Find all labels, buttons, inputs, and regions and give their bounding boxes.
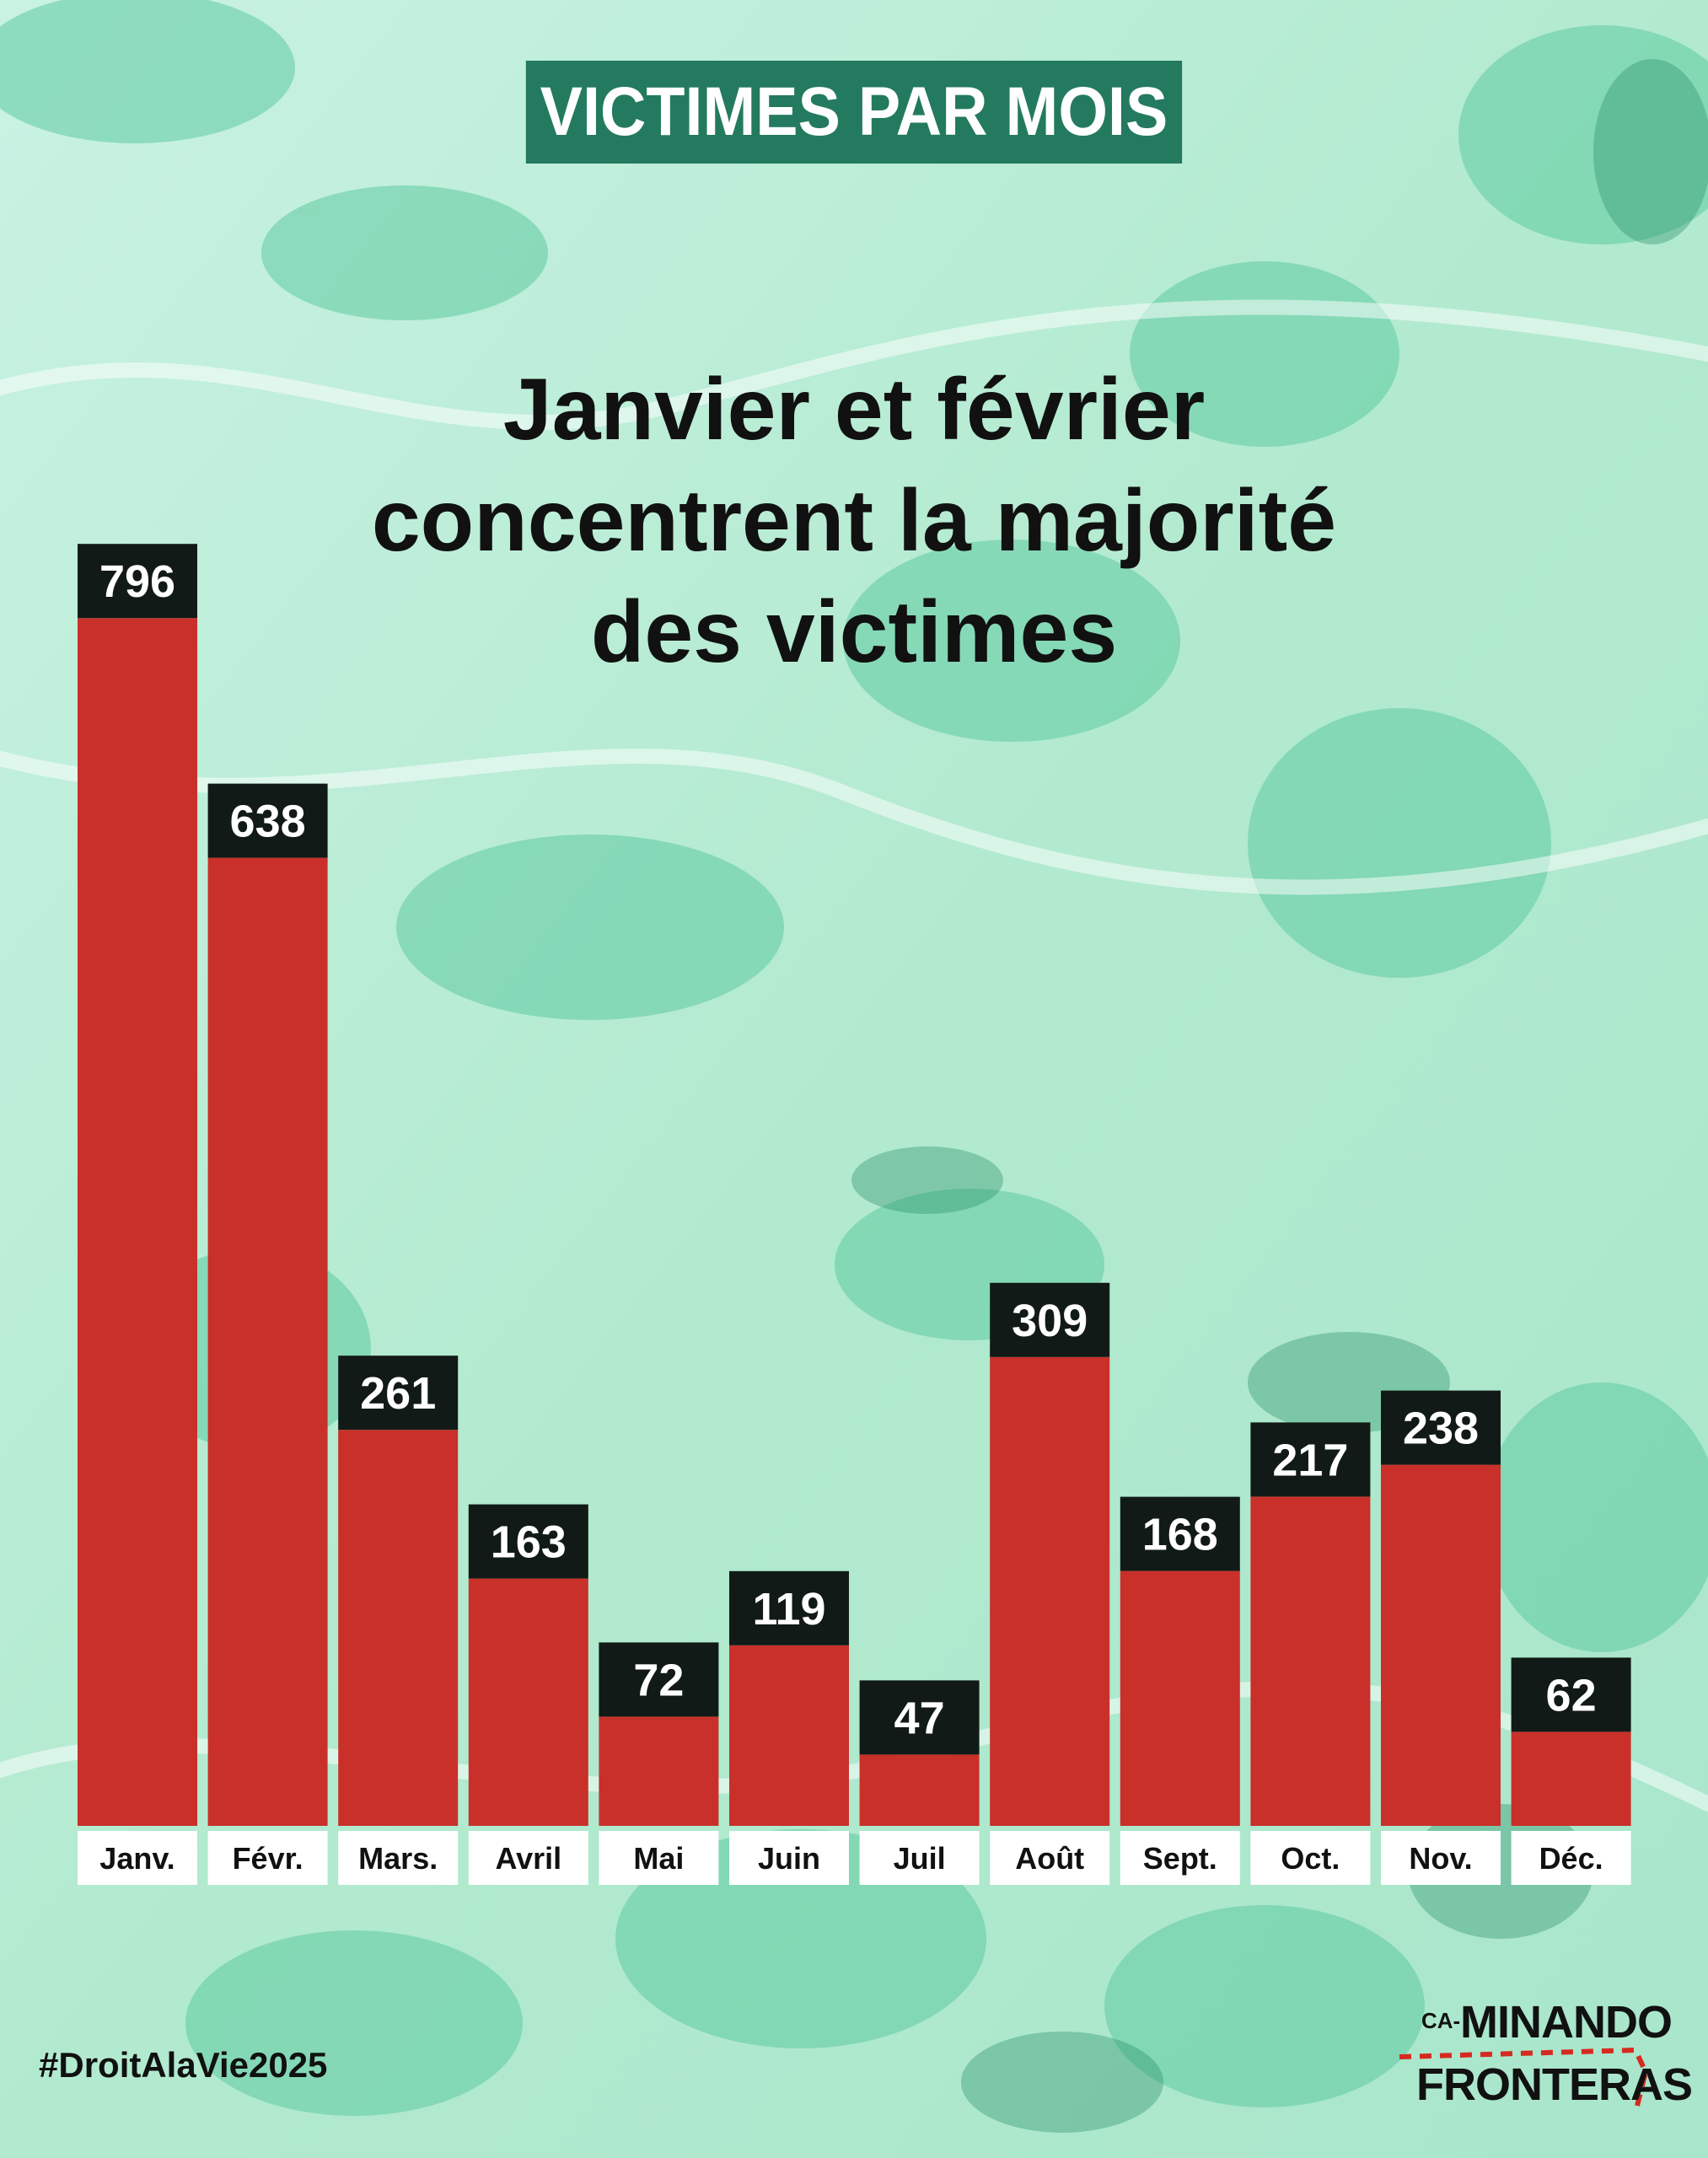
value-box-5 [599, 1642, 719, 1717]
bar-8 [990, 1356, 1110, 1826]
category-label-10: Oct. [1281, 1841, 1340, 1876]
value-box-6 [729, 1570, 849, 1645]
value-box-9 [1120, 1496, 1240, 1571]
bar-4 [468, 1578, 588, 1826]
value-box-11 [1381, 1390, 1501, 1465]
data-label-9: 168 [1142, 1510, 1218, 1560]
category-label-7: Juil [894, 1841, 946, 1876]
category-box-8 [990, 1831, 1110, 1885]
headline-line-1: Janvier et février [502, 361, 1206, 459]
data-label-6: 119 [752, 1584, 825, 1635]
data-label-3: 261 [360, 1368, 436, 1419]
category-box-6 [729, 1831, 849, 1885]
category-box-11 [1381, 1831, 1501, 1885]
category-box-2 [207, 1831, 328, 1885]
value-box-12 [1511, 1657, 1631, 1732]
data-label-7: 47 [894, 1693, 945, 1743]
logo-line-1: MINANDO [1460, 1997, 1673, 2048]
chart-title-banner: VICTIMES PAR MOIS [525, 61, 1183, 164]
chart-headline: Janvier et février concentrent la majori… [253, 354, 1455, 688]
category-box-5 [599, 1831, 719, 1885]
logo-prefix: CA- [1421, 2008, 1461, 2033]
bar-3 [338, 1430, 459, 1826]
category-label-8: Août [1015, 1841, 1084, 1876]
category-box-4 [468, 1831, 588, 1885]
data-label-2: 638 [230, 797, 306, 847]
category-label-5: Mai [633, 1841, 684, 1876]
value-box-10 [1250, 1422, 1371, 1497]
bar-12 [1511, 1731, 1631, 1826]
bar-1 [78, 618, 197, 1827]
caminando-fronteras-logo: CA- MINANDO FRONTERAS [1383, 1994, 1693, 2121]
data-label-11: 238 [1403, 1404, 1479, 1454]
bar-11 [1381, 1464, 1501, 1826]
bar-9 [1120, 1570, 1240, 1826]
category-box-1 [78, 1831, 197, 1885]
logo-dashed-line-icon [1399, 2047, 1649, 2113]
value-box-1 [78, 544, 197, 619]
category-label-12: Déc. [1539, 1841, 1603, 1876]
category-box-12 [1511, 1831, 1631, 1885]
data-label-5: 72 [633, 1655, 684, 1705]
category-label-9: Sept. [1143, 1841, 1217, 1876]
data-label-4: 163 [491, 1517, 567, 1568]
value-box-8 [990, 1282, 1110, 1357]
category-box-7 [859, 1831, 980, 1885]
bar-7 [859, 1754, 980, 1826]
category-label-1: Janv. [99, 1841, 175, 1876]
category-label-11: Nov. [1409, 1841, 1472, 1876]
category-label-2: Févr. [233, 1841, 303, 1876]
bar-2 [207, 857, 328, 1826]
headline-line-2: concentrent la majorité [371, 472, 1337, 570]
data-label-8: 309 [1012, 1296, 1088, 1346]
category-box-10 [1250, 1831, 1371, 1885]
headline-line-3: des victimes [590, 583, 1118, 681]
category-label-3: Mars. [358, 1841, 438, 1876]
category-label-4: Avril [495, 1841, 561, 1876]
category-box-3 [338, 1831, 459, 1885]
category-box-9 [1120, 1831, 1240, 1885]
data-label-10: 217 [1272, 1435, 1348, 1485]
bar-10 [1250, 1496, 1371, 1826]
bar-5 [599, 1716, 719, 1826]
value-box-7 [859, 1680, 980, 1755]
data-label-1: 796 [99, 556, 175, 607]
hashtag: #DroitAlaVie2025 [39, 2045, 328, 2085]
value-box-3 [338, 1355, 459, 1431]
value-box-4 [468, 1504, 588, 1579]
category-label-6: Juin [758, 1841, 820, 1876]
bar-6 [729, 1645, 849, 1826]
value-box-2 [207, 783, 328, 858]
logo-line-2: FRONTERAS [1416, 2059, 1693, 2110]
data-label-12: 62 [1546, 1670, 1597, 1720]
